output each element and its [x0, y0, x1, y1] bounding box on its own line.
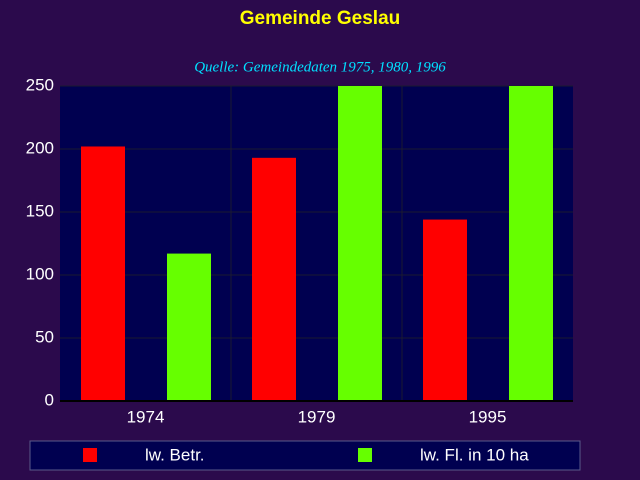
x-tick-label: 1974 [127, 407, 165, 426]
y-tick-label: 50 [35, 327, 54, 346]
y-tick-label: 250 [26, 75, 54, 94]
bar [338, 86, 382, 401]
x-tick-label: 1979 [298, 407, 336, 426]
x-tick-label: 1995 [469, 407, 507, 426]
y-tick-label: 150 [26, 201, 54, 220]
bar [423, 219, 467, 401]
y-tick-label: 100 [26, 264, 54, 283]
bar [252, 157, 296, 401]
bar [81, 146, 125, 401]
plot-area [60, 86, 573, 401]
legend-swatch [83, 448, 97, 462]
legend-label: lw. Betr. [145, 445, 205, 464]
y-tick-label: 200 [26, 138, 54, 157]
bar [167, 253, 211, 401]
legend [29, 440, 581, 471]
chart-subtitle: Quelle: Gemeindedaten 1975, 1980, 1996 [194, 59, 446, 75]
y-tick-label: 0 [45, 390, 54, 409]
chart-title: Gemeinde Geslau [240, 8, 401, 29]
bar [509, 86, 553, 401]
legend-label: lw. Fl. in 10 ha [420, 445, 529, 464]
legend-swatch [358, 448, 372, 462]
